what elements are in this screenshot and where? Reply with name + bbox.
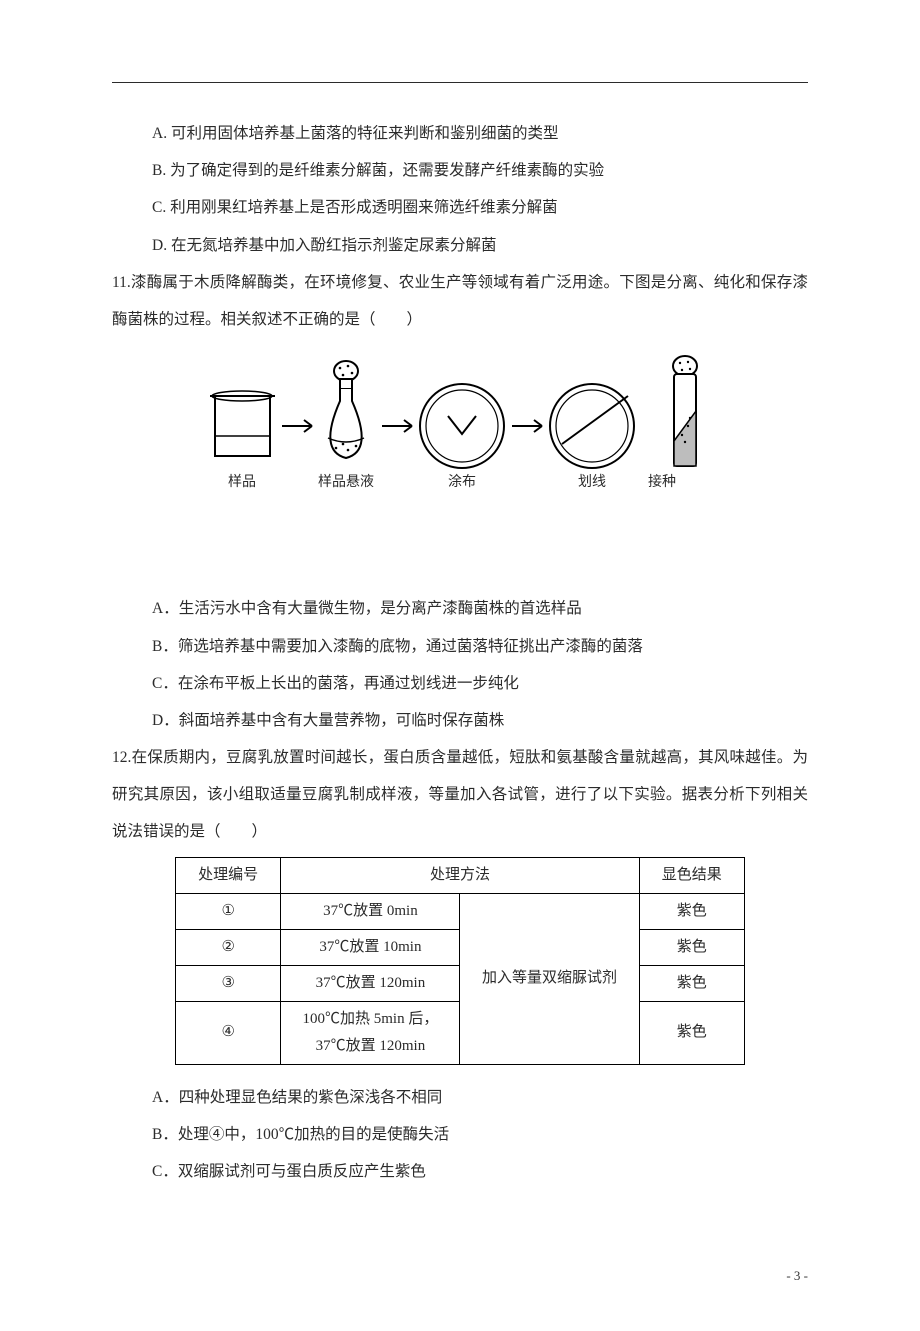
flask-icon xyxy=(328,361,364,458)
cell-method: 37℃放置 0min xyxy=(281,893,460,929)
cell-id: ② xyxy=(176,929,281,965)
cell-method: 100℃加热 5min 后， 37℃放置 120min xyxy=(281,1001,460,1064)
cell-reagent: 加入等量双缩脲试剂 xyxy=(460,893,639,1064)
cell-method: 37℃放置 10min xyxy=(281,929,460,965)
q12-opt-a: A．四种处理显色结果的紫色深浅各不相同 xyxy=(152,1079,808,1116)
cell-result: 紫色 xyxy=(639,1001,744,1064)
q11-opt-c: C．在涂布平板上长出的菌落，再通过划线进一步纯化 xyxy=(152,665,808,702)
table-row: ① 37℃放置 0min 加入等量双缩脲试剂 紫色 xyxy=(176,893,745,929)
cell-result: 紫色 xyxy=(639,893,744,929)
cell-result: 紫色 xyxy=(639,929,744,965)
page-number: - 3 - xyxy=(0,1260,920,1291)
cell-id: ① xyxy=(176,893,281,929)
q11-opt-b: B．筛选培养基中需要加入漆酶的底物，通过菌落特征挑出产漆酶的菌落 xyxy=(152,628,808,665)
cell-method-line2: 37℃放置 120min xyxy=(287,1033,453,1060)
top-rule xyxy=(112,82,808,83)
label-streak: 划线 xyxy=(578,474,606,490)
q11-opt-a: A．生活污水中含有大量微生物，是分离产漆酶菌株的首选样品 xyxy=(152,590,808,627)
arrow-icon xyxy=(512,420,542,432)
beaker-icon xyxy=(210,391,275,456)
th-method: 处理方法 xyxy=(281,857,639,893)
cell-id: ④ xyxy=(176,1001,281,1064)
cell-method: 37℃放置 120min xyxy=(281,965,460,1001)
q10-opt-a: A. 可利用固体培养基上菌落的特征来判断和鉴别细菌的类型 xyxy=(152,115,808,152)
petri-streak-icon xyxy=(550,384,634,468)
label-suspension: 样品悬液 xyxy=(318,474,374,490)
spacer xyxy=(112,530,808,590)
q11-stem: 11.漆酶属于木质降解酶类，在环境修复、农业生产等领域有着广泛用途。下图是分离、… xyxy=(112,264,808,338)
table-row: 处理编号 处理方法 显色结果 xyxy=(176,857,745,893)
q12-stem: 12.在保质期内，豆腐乳放置时间越长，蛋白质含量越低，短肽和氨基酸含量就越高，其… xyxy=(112,739,808,851)
cell-id: ③ xyxy=(176,965,281,1001)
th-id: 处理编号 xyxy=(176,857,281,893)
slant-tube-icon xyxy=(673,356,697,466)
q11-opt-d: D．斜面培养基中含有大量营养物，可临时保存菌株 xyxy=(152,702,808,739)
q10-opt-c: C. 利用刚果红培养基上是否形成透明圈来筛选纤维素分解菌 xyxy=(152,189,808,226)
q12-opt-c: C．双缩脲试剂可与蛋白质反应产生紫色 xyxy=(152,1153,808,1190)
q12-options: A．四种处理显色结果的紫色深浅各不相同 B．处理④中，100℃加热的目的是使酶失… xyxy=(112,1079,808,1191)
q10-opt-b: B. 为了确定得到的是纤维素分解菌，还需要发酵产纤维素酶的实验 xyxy=(152,152,808,189)
q11-options: A．生活污水中含有大量微生物，是分离产漆酶菌株的首选样品 B．筛选培养基中需要加… xyxy=(112,590,808,739)
cell-result: 紫色 xyxy=(639,965,744,1001)
petri-spread-icon xyxy=(420,384,504,468)
arrow-icon xyxy=(282,420,312,432)
arrow-icon xyxy=(382,420,412,432)
q11-diagram: 样品 样品悬液 涂布 划线 接种 xyxy=(112,346,808,520)
th-result: 显色结果 xyxy=(639,857,744,893)
cell-method-line1: 100℃加热 5min 后， xyxy=(287,1006,453,1033)
q10-opt-d: D. 在无氮培养基中加入酚红指示剂鉴定尿素分解菌 xyxy=(152,227,808,264)
page-content: A. 可利用固体培养基上菌落的特征来判断和鉴别细菌的类型 B. 为了确定得到的是… xyxy=(0,82,920,1190)
label-inoculate: 接种 xyxy=(648,473,676,490)
label-spread: 涂布 xyxy=(448,474,476,490)
q12-table: 处理编号 处理方法 显色结果 ① 37℃放置 0min 加入等量双缩脲试剂 紫色… xyxy=(175,857,745,1065)
q12-opt-b: B．处理④中，100℃加热的目的是使酶失活 xyxy=(152,1116,808,1153)
diagram-svg: 样品 样品悬液 涂布 划线 接种 xyxy=(200,346,720,506)
q10-options: A. 可利用固体培养基上菌落的特征来判断和鉴别细菌的类型 B. 为了确定得到的是… xyxy=(112,115,808,264)
label-sample: 样品 xyxy=(228,474,256,490)
